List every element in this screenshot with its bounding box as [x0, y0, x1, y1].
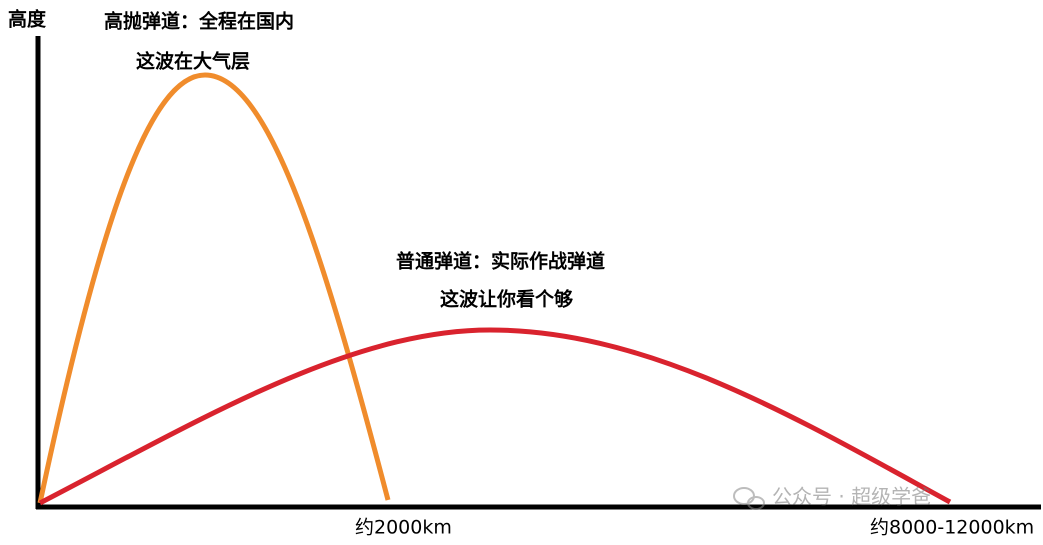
- watermark-icon: [733, 487, 755, 505]
- y-axis-label: 高度: [8, 8, 47, 31]
- watermark: 公众号 · 超级学爸: [772, 485, 931, 509]
- watermark-group: 公众号 · 超级学爸: [733, 485, 931, 510]
- lofted-trajectory: [37, 72, 391, 504]
- watermark-icon: [747, 496, 765, 510]
- lofted-range-label: 约2000km: [355, 517, 452, 539]
- normal-title: 普通弹道：实际作战弹道: [396, 250, 605, 273]
- lofted-note: 这波在大气层: [136, 50, 250, 73]
- normal-range-label: 约8000-12000km: [870, 517, 1034, 539]
- normal-trajectory: [38, 327, 952, 506]
- normal-note: 这波让你看个够: [440, 288, 573, 311]
- lofted-title: 高抛弹道：全程在国内: [104, 10, 294, 33]
